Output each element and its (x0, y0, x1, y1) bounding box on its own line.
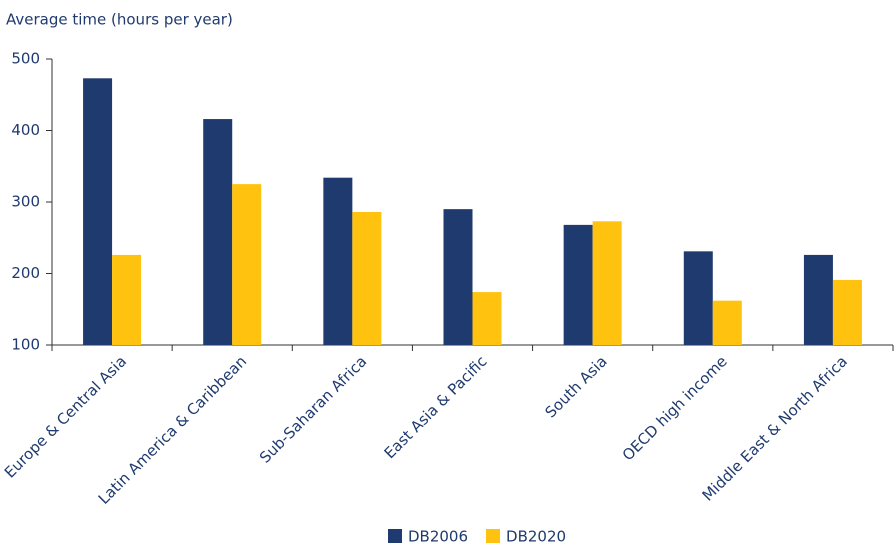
y-tick-label: 200 (11, 264, 40, 282)
bar (83, 78, 113, 346)
x-tick-label: OECD high income (619, 352, 731, 464)
x-tick-label: South Asia (541, 352, 610, 421)
bar (323, 177, 353, 345)
bar (683, 251, 713, 345)
x-tick-label: Middle East & North Africa (699, 352, 851, 504)
y-tick-label: 400 (11, 121, 40, 139)
legend-swatch (486, 529, 501, 543)
bar (232, 184, 262, 345)
legend-label: DB2006 (408, 528, 468, 546)
bar (832, 279, 862, 345)
bar (352, 212, 382, 345)
bar (472, 292, 502, 345)
x-tick-label: Europe & Central Asia (1, 352, 130, 481)
bar (563, 224, 593, 345)
y-tick-label: 500 (11, 50, 40, 68)
y-tick-label: 300 (11, 193, 40, 211)
legend-swatch (388, 529, 402, 543)
bar (803, 254, 833, 345)
bar (203, 119, 233, 345)
bar (712, 300, 742, 345)
y-tick-label: 100 (11, 336, 40, 354)
x-tick-label: East Asia & Pacific (381, 352, 491, 462)
bar (112, 254, 142, 345)
y-axis-label: Average time (hours per year) (6, 11, 233, 29)
bar (443, 209, 473, 345)
bar (592, 221, 622, 345)
x-tick-label: Sub-Saharan Africa (256, 352, 370, 466)
legend-label: DB2020 (506, 528, 566, 546)
